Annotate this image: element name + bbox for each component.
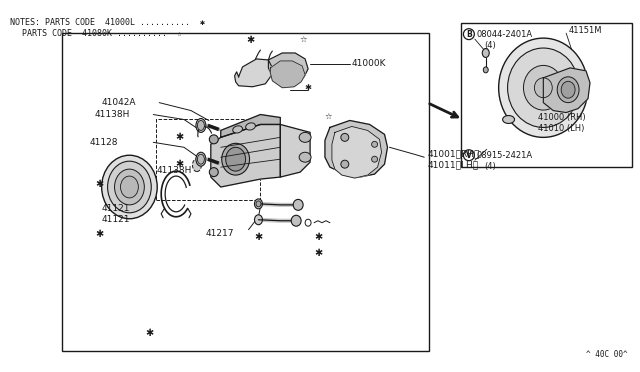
Polygon shape	[270, 61, 305, 88]
Ellipse shape	[293, 199, 303, 210]
Ellipse shape	[508, 48, 579, 128]
Text: ✱: ✱	[95, 179, 104, 189]
Ellipse shape	[197, 121, 204, 131]
Ellipse shape	[483, 67, 488, 73]
Bar	[156, 119, 260, 200]
Text: 41001〈RH〉: 41001〈RH〉	[427, 150, 479, 159]
Bar	[461, 23, 632, 167]
Ellipse shape	[233, 126, 243, 133]
Polygon shape	[211, 125, 280, 187]
Text: 41138H: 41138H	[156, 166, 191, 174]
Ellipse shape	[561, 81, 575, 98]
Text: 41217: 41217	[206, 229, 234, 238]
Ellipse shape	[483, 48, 489, 57]
Ellipse shape	[115, 169, 145, 205]
Ellipse shape	[196, 119, 206, 132]
Ellipse shape	[291, 215, 301, 226]
Text: NOTES: PARTS CODE  41000L ..........  ✱: NOTES: PARTS CODE 41000L .......... ✱	[10, 18, 205, 27]
Polygon shape	[235, 59, 273, 87]
Ellipse shape	[193, 159, 202, 171]
Ellipse shape	[299, 132, 311, 142]
Text: ✱: ✱	[305, 83, 312, 92]
Text: V: V	[466, 151, 472, 160]
Text: 41121: 41121	[102, 204, 130, 213]
Text: 41138H: 41138H	[95, 110, 130, 119]
Ellipse shape	[341, 134, 349, 141]
Text: 08044-2401A: 08044-2401A	[477, 30, 533, 39]
Ellipse shape	[255, 199, 262, 209]
Ellipse shape	[221, 143, 250, 175]
Polygon shape	[221, 115, 280, 137]
Text: 41151M: 41151M	[568, 26, 602, 35]
Ellipse shape	[246, 123, 255, 130]
Ellipse shape	[209, 135, 218, 144]
Text: ^ 40C 00^: ^ 40C 00^	[586, 350, 628, 359]
Ellipse shape	[524, 65, 563, 110]
Ellipse shape	[209, 168, 218, 177]
Text: ✱: ✱	[314, 248, 322, 259]
Text: 41000K: 41000K	[352, 60, 387, 68]
Polygon shape	[268, 53, 308, 83]
Ellipse shape	[341, 160, 349, 168]
Ellipse shape	[226, 147, 246, 171]
Text: ✱: ✱	[314, 232, 322, 242]
Ellipse shape	[197, 154, 204, 164]
Text: ☆: ☆	[324, 113, 332, 122]
Ellipse shape	[372, 156, 378, 162]
Polygon shape	[332, 126, 381, 178]
Text: ☆: ☆	[300, 36, 307, 45]
Text: ✱: ✱	[175, 132, 183, 142]
Text: 41042A: 41042A	[102, 98, 136, 107]
Ellipse shape	[120, 176, 138, 198]
Ellipse shape	[372, 141, 378, 147]
Text: B: B	[466, 30, 472, 39]
Text: ✱: ✱	[145, 328, 154, 338]
Text: 41011〈LH〉: 41011〈LH〉	[427, 161, 478, 170]
Text: ✱: ✱	[255, 232, 262, 242]
Ellipse shape	[557, 77, 579, 103]
Text: PARTS CODE  41080K ..........  ☆: PARTS CODE 41080K .......... ☆	[22, 29, 182, 38]
Ellipse shape	[255, 215, 262, 225]
Text: (4): (4)	[484, 41, 495, 49]
Text: 41121: 41121	[102, 215, 130, 224]
Ellipse shape	[102, 155, 157, 219]
Text: ✱: ✱	[246, 35, 255, 45]
Text: ✱: ✱	[175, 159, 183, 169]
Text: 41128: 41128	[90, 138, 118, 147]
Bar	[62, 33, 429, 351]
Text: 41000 (RH): 41000 (RH)	[538, 113, 586, 122]
Ellipse shape	[502, 116, 515, 124]
Text: 41010 (LH): 41010 (LH)	[538, 124, 585, 133]
Ellipse shape	[499, 38, 588, 137]
Ellipse shape	[196, 152, 206, 166]
Polygon shape	[543, 68, 590, 113]
Ellipse shape	[299, 152, 311, 162]
Text: (4): (4)	[484, 162, 495, 171]
Ellipse shape	[108, 161, 151, 213]
Polygon shape	[325, 121, 387, 177]
Polygon shape	[280, 125, 310, 177]
Ellipse shape	[256, 201, 261, 207]
Text: ✱: ✱	[95, 229, 104, 239]
Ellipse shape	[534, 78, 552, 98]
Text: 08915-2421A: 08915-2421A	[477, 151, 533, 160]
